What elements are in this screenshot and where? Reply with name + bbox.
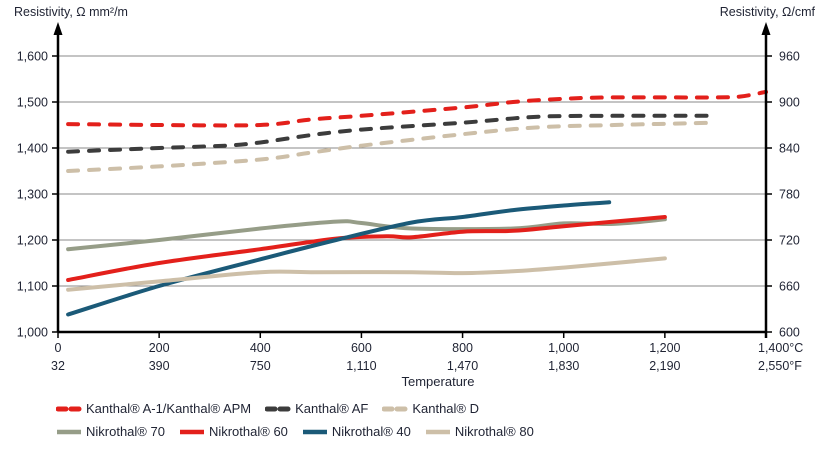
x-tick-label-celsius: 600 — [351, 341, 372, 355]
x-tick-label-fahrenheit: 1,110 — [346, 359, 376, 373]
x-tick-label-fahrenheit: 1,830 — [548, 359, 579, 373]
y-tick-label-left: 1,400 — [17, 142, 48, 156]
y-tick-label-right: 600 — [779, 326, 800, 340]
dashed-line-swatch-icon — [56, 406, 82, 411]
series-line-kanthal-d — [66, 120, 718, 173]
legend-item: Nikrothal® 60 — [179, 424, 288, 439]
y-tick-label-right: 840 — [779, 142, 800, 156]
x-tick-label-celsius: 200 — [149, 341, 170, 355]
x-tick-label-celsius: 0 — [55, 341, 62, 355]
solid-line-swatch-icon — [425, 429, 450, 434]
ticks: 1,000 600 1,100 660 1,200 720 1,300 780 1,400 840… — [17, 50, 804, 374]
y-tick-label-left: 1,600 — [17, 50, 48, 64]
left-axis-arrow-icon — [53, 22, 63, 35]
x-tick-label-celsius: 1,000 — [548, 341, 579, 355]
legend-row-1: Kanthal® A-1/Kanthal® APM Kanthal® AF Kant… — [56, 401, 493, 416]
series-lines — [66, 89, 768, 317]
dashed-line-swatch-icon — [382, 406, 408, 411]
y-tick-label-right: 720 — [779, 234, 800, 248]
solid-line-swatch-icon — [57, 429, 81, 434]
legend-item: Kanthal® D — [382, 401, 479, 416]
x-tick-label-fahrenheit: 750 — [250, 359, 271, 373]
y-tick-label-right: 960 — [779, 50, 800, 64]
x-tick-label-fahrenheit: 2,190 — [649, 359, 680, 373]
right-axis-arrow-icon — [761, 22, 771, 35]
legend-item: Nikrothal® 80 — [425, 424, 534, 439]
x-tick-label-celsius: 1,400°C — [758, 341, 803, 355]
x-tick-label-celsius: 800 — [452, 341, 473, 355]
resistivity-chart: 1,000 600 1,100 660 1,200 720 1,300 780 1,400 840… — [14, 5, 816, 389]
y-tick-label-right: 900 — [779, 96, 800, 110]
legend-item: Kanthal® A-1/Kanthal® APM — [56, 401, 251, 416]
y-tick-label-left: 1,500 — [17, 96, 48, 110]
axes — [53, 22, 771, 338]
right-y-axis-label: Resistivity, Ω/cmf — [720, 5, 816, 19]
x-tick-label-celsius: 1,200 — [649, 341, 680, 355]
legend-label: Nikrothal® 80 — [454, 424, 534, 439]
legend-label: Nikrothal® 70 — [86, 424, 165, 439]
x-tick-label-fahrenheit: 1,470 — [447, 359, 478, 373]
x-tick-label-fahrenheit: 390 — [149, 359, 170, 373]
y-tick-label-left: 1,200 — [17, 234, 48, 248]
series-line-nikrothal-40 — [66, 200, 612, 317]
legend-label: Nikrothal® 60 — [208, 424, 288, 439]
legend-label: Kanthal® A-1/Kanthal® APM — [86, 401, 252, 416]
solid-line-swatch-icon — [302, 429, 327, 434]
x-tick-label-celsius: 400 — [250, 341, 271, 355]
legend-label: Kanthal® D — [412, 401, 479, 416]
series-line-kanthal-af — [66, 113, 718, 154]
legend-label: Kanthal® AF — [295, 401, 369, 416]
dashed-line-swatch-icon — [265, 406, 291, 411]
legend-row-2: Nikrothal® 70 Nikrothal® 60 Nikrothal® 40 N… — [56, 424, 548, 439]
series-line-nikrothal-60 — [66, 215, 667, 282]
x-axis-label: Temperature — [402, 374, 475, 389]
y-tick-label-left: 1,000 — [17, 326, 48, 340]
legend-item: Nikrothal® 70 — [56, 424, 165, 439]
left-y-axis-label: Resistivity, Ω mm²/m — [14, 5, 128, 19]
series-line-nikrothal-80 — [66, 256, 667, 292]
y-tick-label-left: 1,100 — [17, 280, 48, 294]
x-tick-label-fahrenheit: 32 — [51, 359, 65, 373]
x-tick-label-fahrenheit: 2,550°F — [758, 359, 802, 373]
series-line-kanthal-a-1-kanthal-apm — [66, 89, 768, 128]
legend-item: Nikrothal® 40 — [302, 424, 411, 439]
y-tick-label-left: 1,300 — [17, 188, 48, 202]
solid-line-swatch-icon — [179, 429, 204, 434]
legend-label: Nikrothal® 40 — [331, 424, 411, 439]
legend-item: Kanthal® AF — [265, 401, 368, 416]
y-tick-label-right: 780 — [779, 188, 800, 202]
gridlines — [58, 55, 766, 287]
y-tick-label-right: 660 — [779, 280, 800, 294]
